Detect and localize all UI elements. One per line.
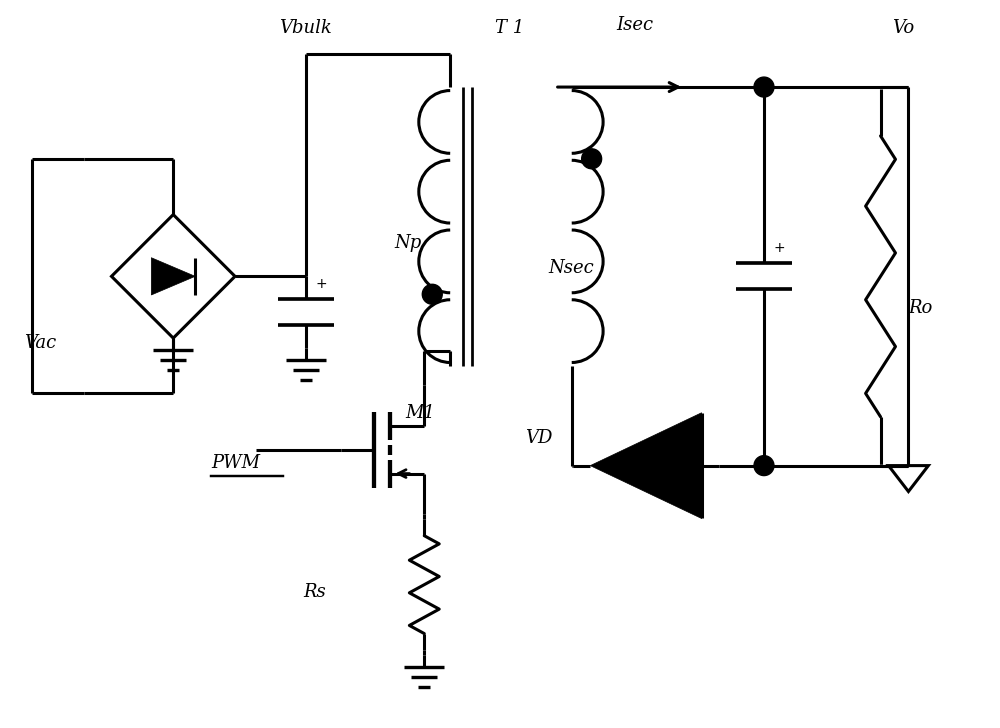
Text: Nsec: Nsec [549,259,595,277]
Circle shape [754,456,774,475]
Circle shape [422,285,442,304]
Text: Rs: Rs [303,583,326,601]
Circle shape [582,149,602,169]
Circle shape [754,77,774,97]
Text: Isec: Isec [616,16,653,34]
Text: PWM: PWM [211,454,260,472]
Text: Vac: Vac [24,334,56,352]
Text: VD: VD [525,429,552,447]
Text: Np: Np [395,234,422,253]
Text: M1: M1 [405,404,435,422]
Polygon shape [590,413,702,518]
Text: Ro: Ro [908,299,933,317]
Text: Vbulk: Vbulk [279,19,332,37]
Text: Vo: Vo [892,19,915,37]
Text: +: + [774,242,786,256]
Text: +: + [316,277,327,291]
Polygon shape [151,258,195,295]
Text: T 1: T 1 [495,19,524,37]
